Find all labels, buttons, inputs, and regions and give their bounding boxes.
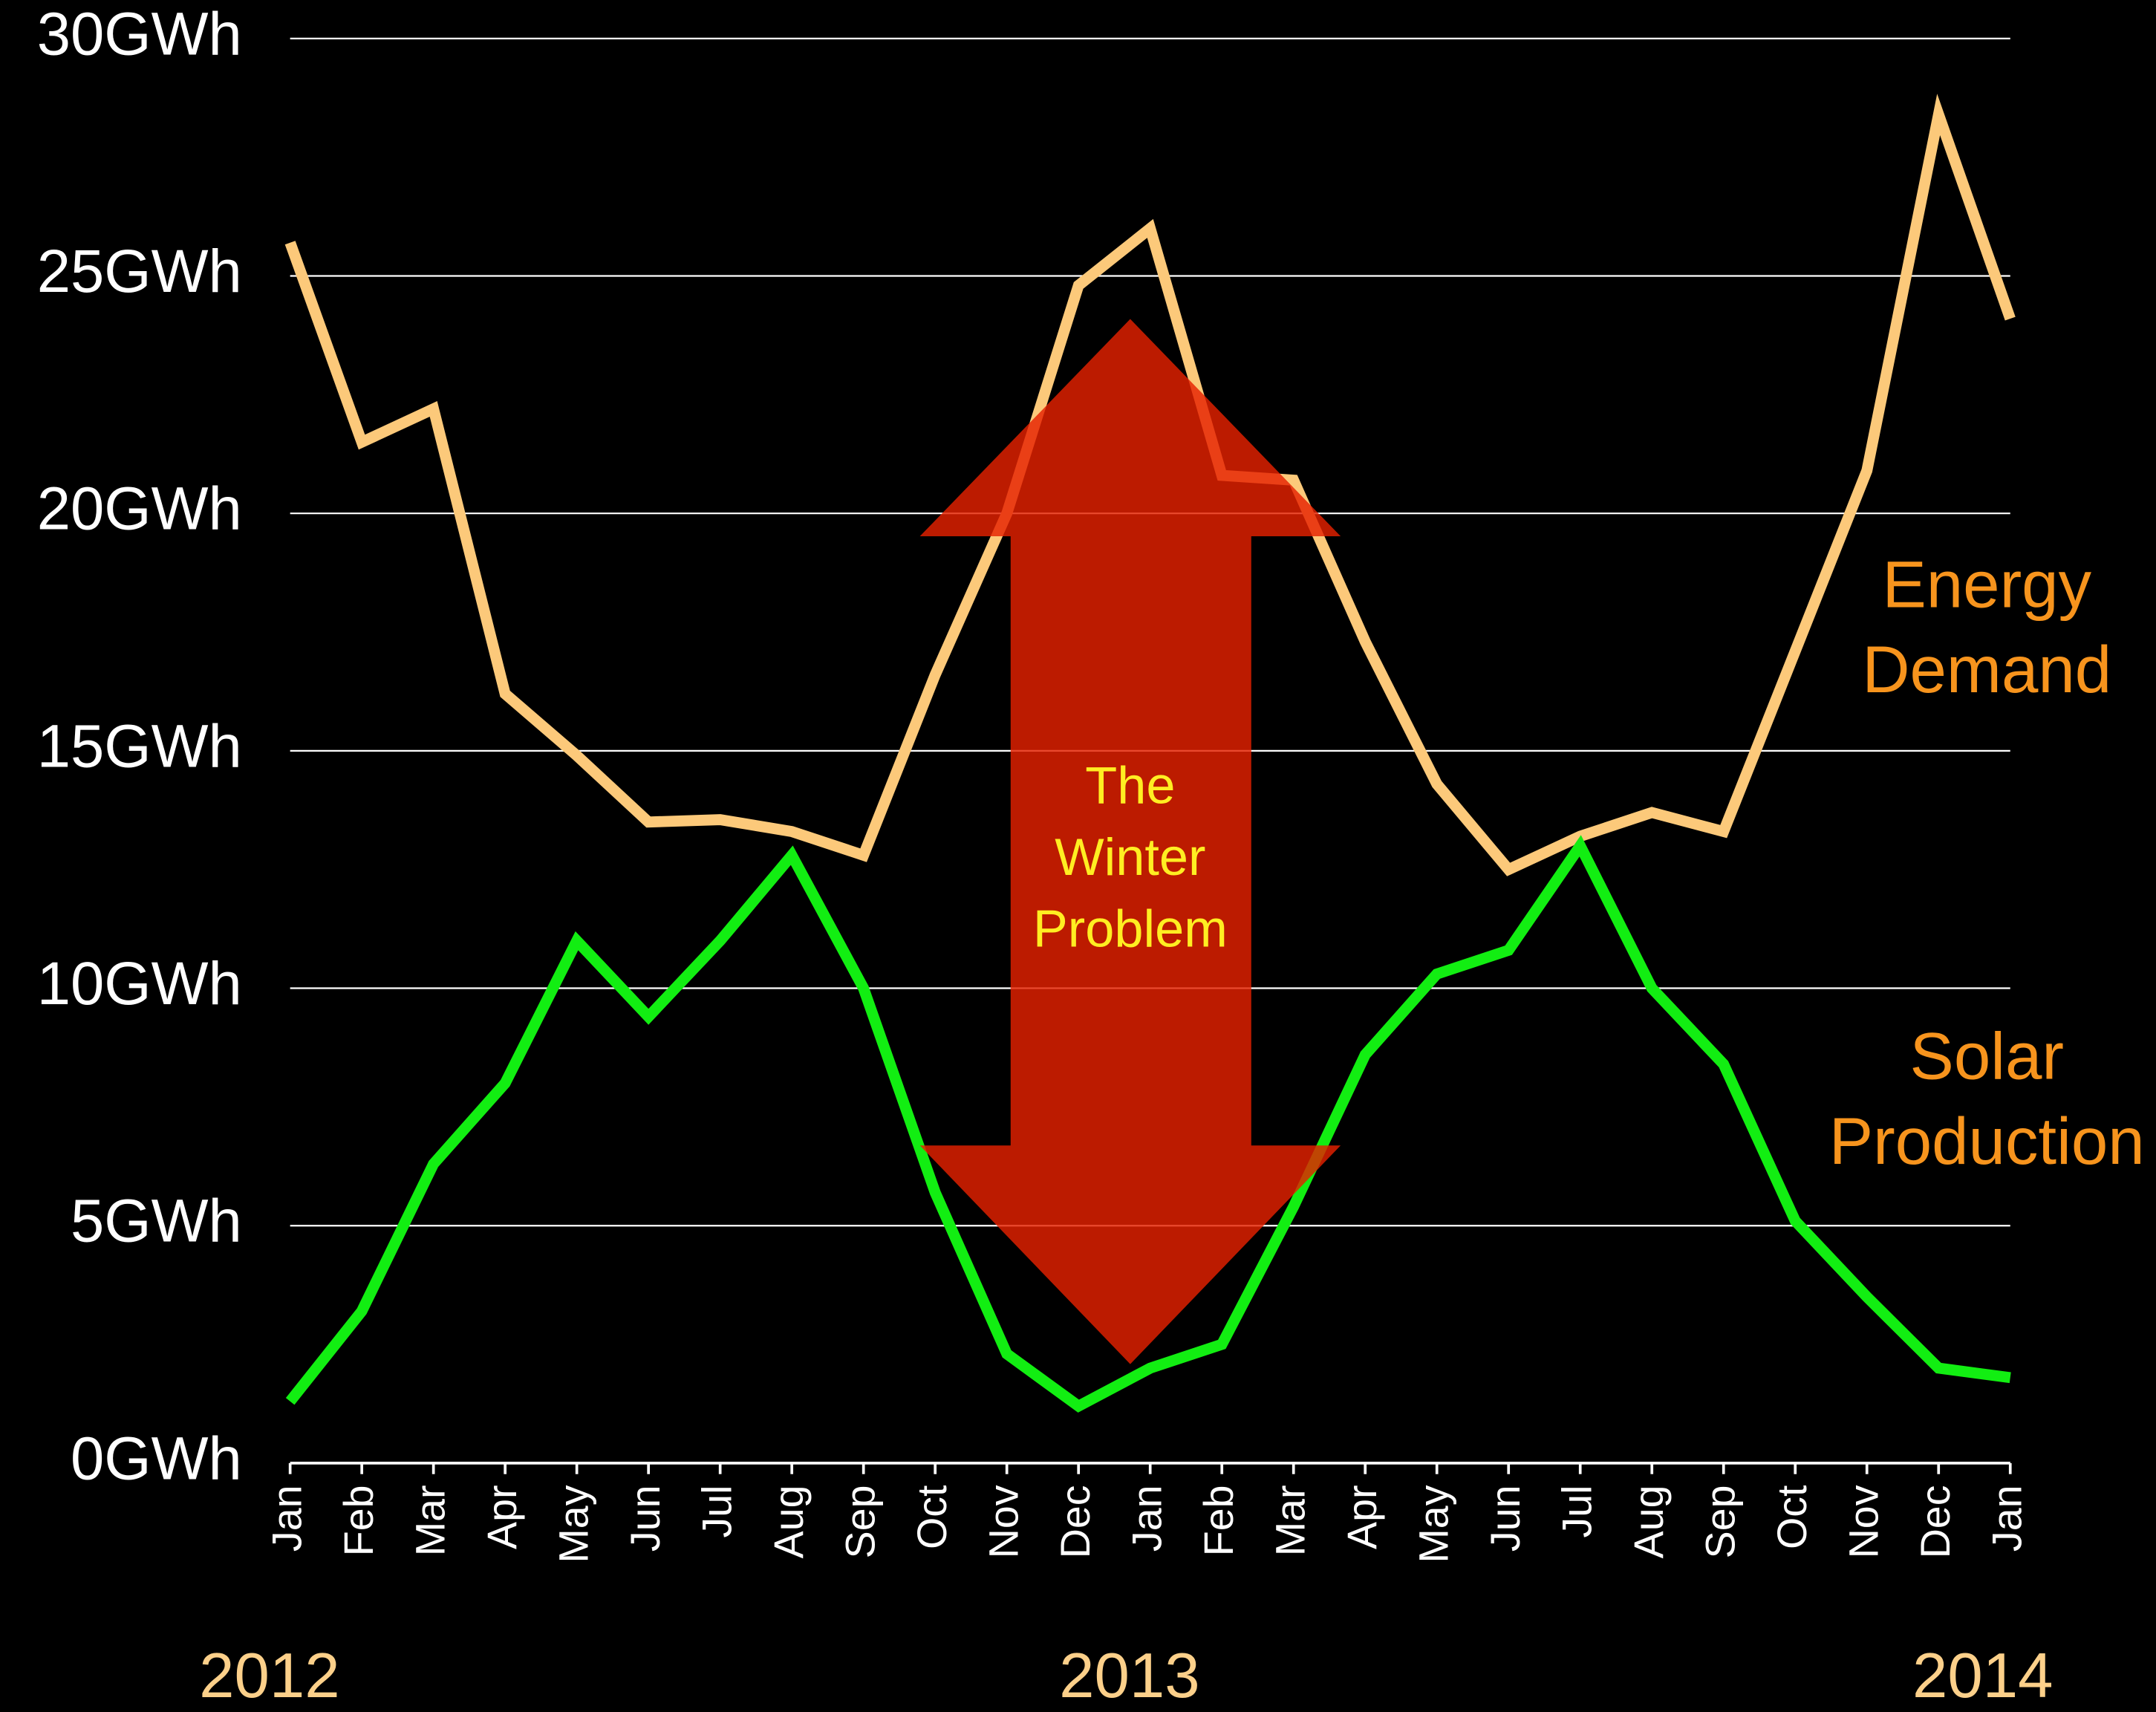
series-label: Solar Production [1829,1020,2145,1179]
x-tick-label: Feb [336,1485,382,1557]
y-tick-label: 25GWh [37,238,242,305]
x-tick-label: Sep [1697,1485,1743,1559]
x-tick-label: Aug [1626,1485,1672,1559]
y-tick-label: 5GWh [71,1188,242,1255]
x-tick-label: Apr [1339,1485,1385,1549]
x-tick-label: Oct [909,1485,955,1549]
x-tick-label: Mar [407,1485,453,1557]
x-tick-label: Jan [264,1485,310,1552]
x-tick-label: May [1410,1485,1456,1563]
y-tick-label: 30GWh [37,0,242,68]
x-tick-label: Feb [1196,1485,1242,1557]
series-line [285,835,2011,1413]
lines [284,94,2016,1413]
x-tick-label: Jul [1554,1485,1600,1538]
series-label: Energy Demand [1862,548,2111,707]
y-tick-label: 0GWh [71,1425,242,1492]
winter-arrow [919,319,1341,1364]
series-line [284,94,2016,876]
x-tick-label: Jan [1984,1485,2030,1552]
x-tick-label: Dec [1912,1485,1958,1559]
y-tick-label: 15GWh [37,712,242,780]
labels: 0GWh 5GWh 10GWh 15GWh 20GWh 25GWh 30GWh Jan Feb M… [37,0,2145,1711]
x-tick-label: Mar [1267,1485,1313,1557]
x-tick-label: May [550,1485,596,1563]
x-tick-label: Jan [1124,1485,1170,1552]
x-tick-label: Dec [1052,1485,1098,1559]
annotation: The Winter Problem [1033,755,1228,957]
x-tick-label: Sep [837,1485,883,1559]
x-tick-label: Nov [1840,1485,1886,1558]
year-label: 2013 [1059,1641,1199,1711]
y-tick-label: 10GWh [37,950,242,1018]
x-tick-label: Oct [1769,1485,1815,1549]
x-tick-label: Nov [980,1485,1026,1558]
x-tick-label: Jun [1482,1485,1528,1552]
x-tick-label: Jun [622,1485,668,1552]
x-tick-label: Jul [694,1485,740,1538]
year-label: 2014 [1912,1641,2053,1711]
y-tick-label: 20GWh [37,475,242,543]
x-tick-label: Apr [479,1485,525,1549]
x-tick-label: Aug [766,1485,812,1559]
year-label: 2012 [199,1641,339,1711]
